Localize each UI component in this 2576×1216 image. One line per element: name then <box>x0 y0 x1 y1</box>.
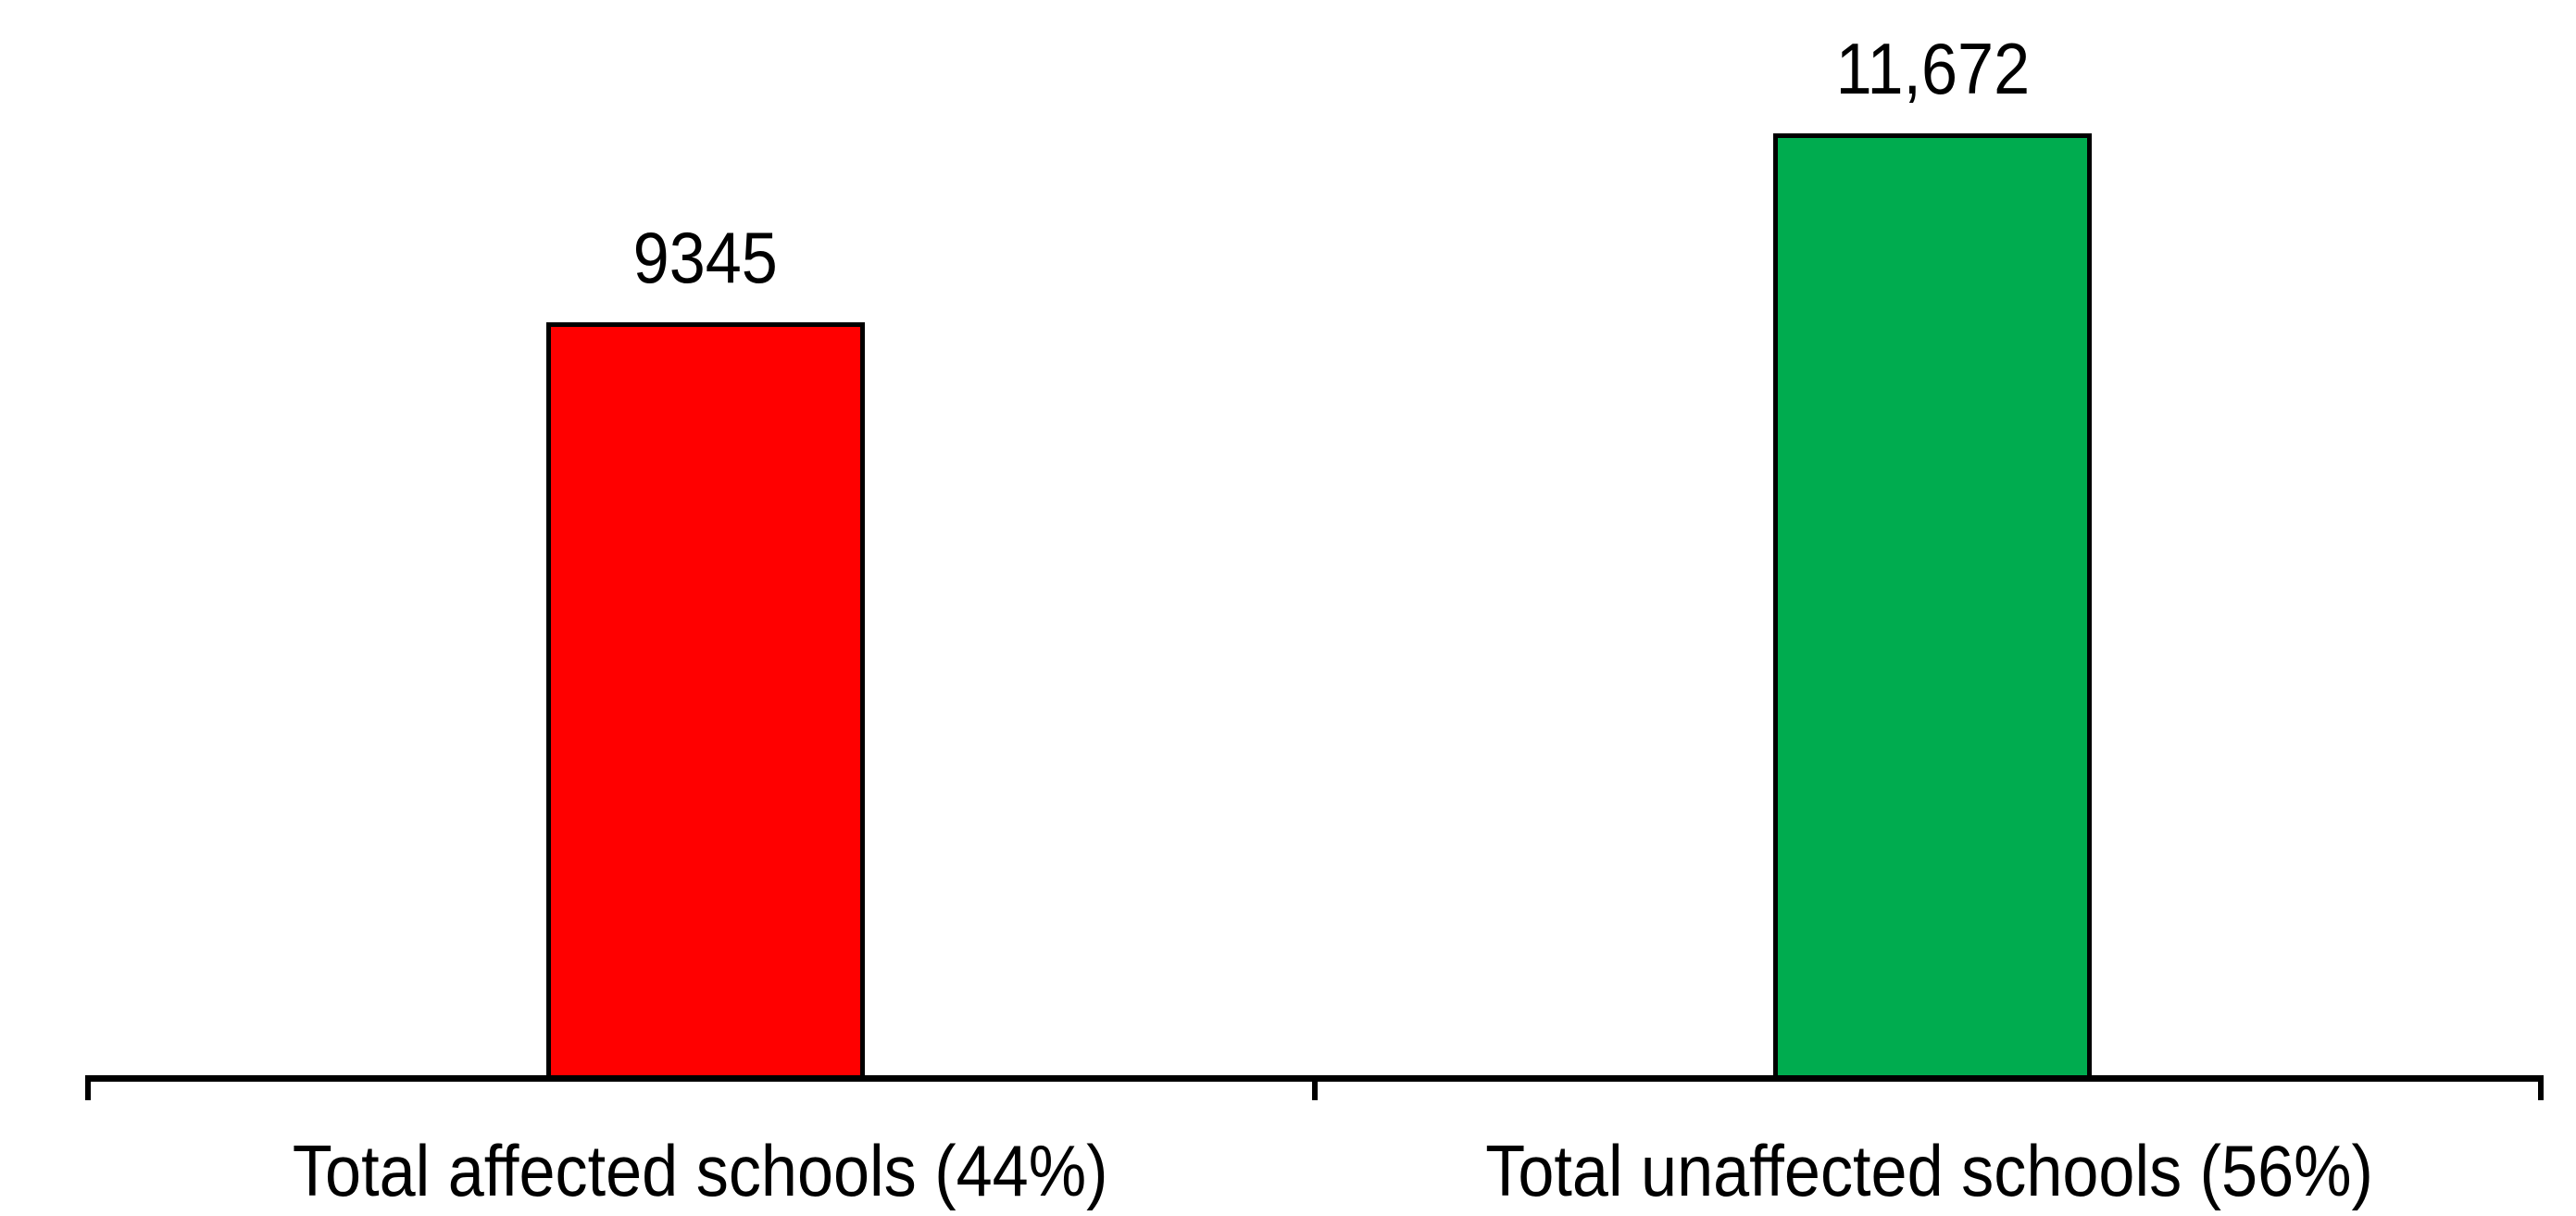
category-label-unaffected-text: Total unaffected schools (56%) <box>1485 1130 2373 1211</box>
x-axis-tick-right <box>2538 1075 2544 1100</box>
value-label-unaffected: 11,672 <box>1835 28 2030 110</box>
x-axis-tick-center <box>1312 1075 1318 1100</box>
bar-group-unaffected: 11,672 <box>1773 28 2092 1080</box>
bar-affected <box>546 322 865 1080</box>
x-axis-tick-left <box>85 1075 91 1100</box>
bar-unaffected <box>1773 133 2092 1080</box>
category-label-affected: Total affected schools (44%) <box>85 1130 1315 1211</box>
value-label-affected: 9345 <box>632 217 779 299</box>
category-label-unaffected: Total unaffected schools (56%) <box>1315 1130 2544 1211</box>
category-label-affected-text: Total affected schools (44%) <box>292 1130 1108 1211</box>
bar-group-affected: 9345 <box>546 217 865 1080</box>
